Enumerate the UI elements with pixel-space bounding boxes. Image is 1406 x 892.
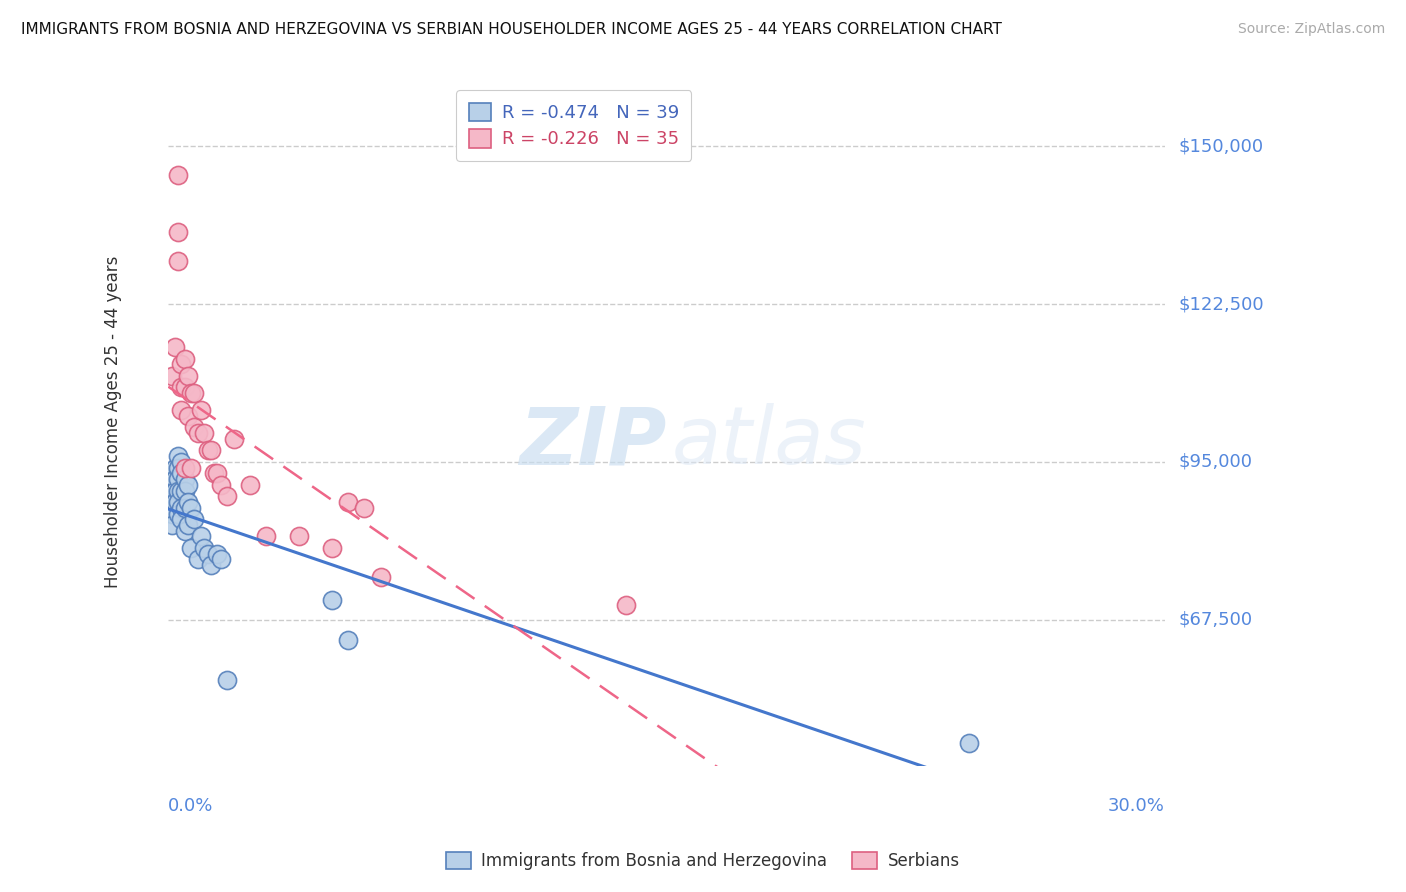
Point bbox=[614, 599, 637, 613]
Point bbox=[167, 460, 190, 475]
Point bbox=[180, 460, 202, 475]
Point bbox=[167, 226, 190, 240]
Text: IMMIGRANTS FROM BOSNIA AND HERZEGOVINA VS SERBIAN HOUSEHOLDER INCOME AGES 25 - 4: IMMIGRANTS FROM BOSNIA AND HERZEGOVINA V… bbox=[21, 22, 1002, 37]
Point bbox=[183, 386, 205, 401]
Text: ZIP: ZIP bbox=[519, 403, 666, 482]
Text: $150,000: $150,000 bbox=[1178, 137, 1264, 155]
Point bbox=[222, 432, 245, 446]
Point bbox=[170, 357, 193, 371]
Point bbox=[170, 403, 193, 417]
Point bbox=[173, 483, 195, 498]
Point bbox=[190, 529, 212, 543]
Point bbox=[170, 380, 193, 394]
Point bbox=[180, 541, 202, 555]
Point bbox=[170, 467, 193, 481]
Point bbox=[170, 500, 193, 515]
Point bbox=[177, 495, 200, 509]
Point bbox=[197, 547, 219, 561]
Point bbox=[163, 495, 186, 509]
Point bbox=[288, 529, 311, 543]
Legend: Immigrants from Bosnia and Herzegovina, Serbians: Immigrants from Bosnia and Herzegovina, … bbox=[440, 845, 966, 877]
Point bbox=[321, 592, 343, 607]
Point bbox=[170, 512, 193, 526]
Point bbox=[337, 632, 360, 647]
Point bbox=[173, 460, 195, 475]
Point bbox=[239, 478, 262, 492]
Point bbox=[177, 478, 200, 492]
Point bbox=[167, 168, 190, 182]
Point bbox=[183, 512, 205, 526]
Text: $95,000: $95,000 bbox=[1178, 453, 1253, 471]
Point bbox=[163, 460, 186, 475]
Point bbox=[163, 340, 186, 354]
Point bbox=[160, 368, 183, 383]
Point bbox=[200, 558, 222, 573]
Legend: R = -0.474   N = 39, R = -0.226   N = 35: R = -0.474 N = 39, R = -0.226 N = 35 bbox=[457, 90, 692, 161]
Point bbox=[193, 541, 215, 555]
Point bbox=[370, 569, 392, 583]
Point bbox=[173, 380, 195, 394]
Point bbox=[217, 673, 239, 687]
Point bbox=[163, 472, 186, 486]
Point bbox=[209, 478, 232, 492]
Text: $122,500: $122,500 bbox=[1178, 295, 1264, 313]
Point bbox=[177, 518, 200, 533]
Point bbox=[254, 529, 277, 543]
Point bbox=[167, 483, 190, 498]
Point bbox=[207, 467, 229, 481]
Text: 0.0%: 0.0% bbox=[169, 797, 214, 814]
Point bbox=[167, 472, 190, 486]
Point bbox=[337, 495, 360, 509]
Point bbox=[177, 368, 200, 383]
Point bbox=[160, 495, 183, 509]
Point bbox=[187, 552, 209, 566]
Point bbox=[167, 495, 190, 509]
Text: Source: ZipAtlas.com: Source: ZipAtlas.com bbox=[1237, 22, 1385, 37]
Point bbox=[170, 483, 193, 498]
Point bbox=[321, 541, 343, 555]
Point bbox=[180, 500, 202, 515]
Text: Householder Income Ages 25 - 44 years: Householder Income Ages 25 - 44 years bbox=[104, 255, 122, 588]
Point bbox=[167, 449, 190, 463]
Point bbox=[167, 254, 190, 268]
Point bbox=[160, 518, 183, 533]
Point bbox=[173, 500, 195, 515]
Point bbox=[957, 736, 980, 750]
Text: 30.0%: 30.0% bbox=[1108, 797, 1166, 814]
Point bbox=[209, 552, 232, 566]
Point bbox=[160, 507, 183, 521]
Point bbox=[193, 426, 215, 441]
Point bbox=[180, 386, 202, 401]
Point bbox=[173, 524, 195, 538]
Point bbox=[167, 507, 190, 521]
Point bbox=[197, 443, 219, 458]
Text: $67,500: $67,500 bbox=[1178, 611, 1253, 629]
Point bbox=[202, 467, 225, 481]
Point bbox=[170, 455, 193, 469]
Text: atlas: atlas bbox=[672, 403, 866, 482]
Point bbox=[173, 472, 195, 486]
Point bbox=[173, 351, 195, 366]
Point bbox=[183, 420, 205, 434]
Point bbox=[200, 443, 222, 458]
Point bbox=[163, 483, 186, 498]
Point bbox=[207, 547, 229, 561]
Point bbox=[187, 426, 209, 441]
Point bbox=[177, 409, 200, 423]
Point bbox=[353, 500, 375, 515]
Point bbox=[190, 403, 212, 417]
Point bbox=[217, 489, 239, 503]
